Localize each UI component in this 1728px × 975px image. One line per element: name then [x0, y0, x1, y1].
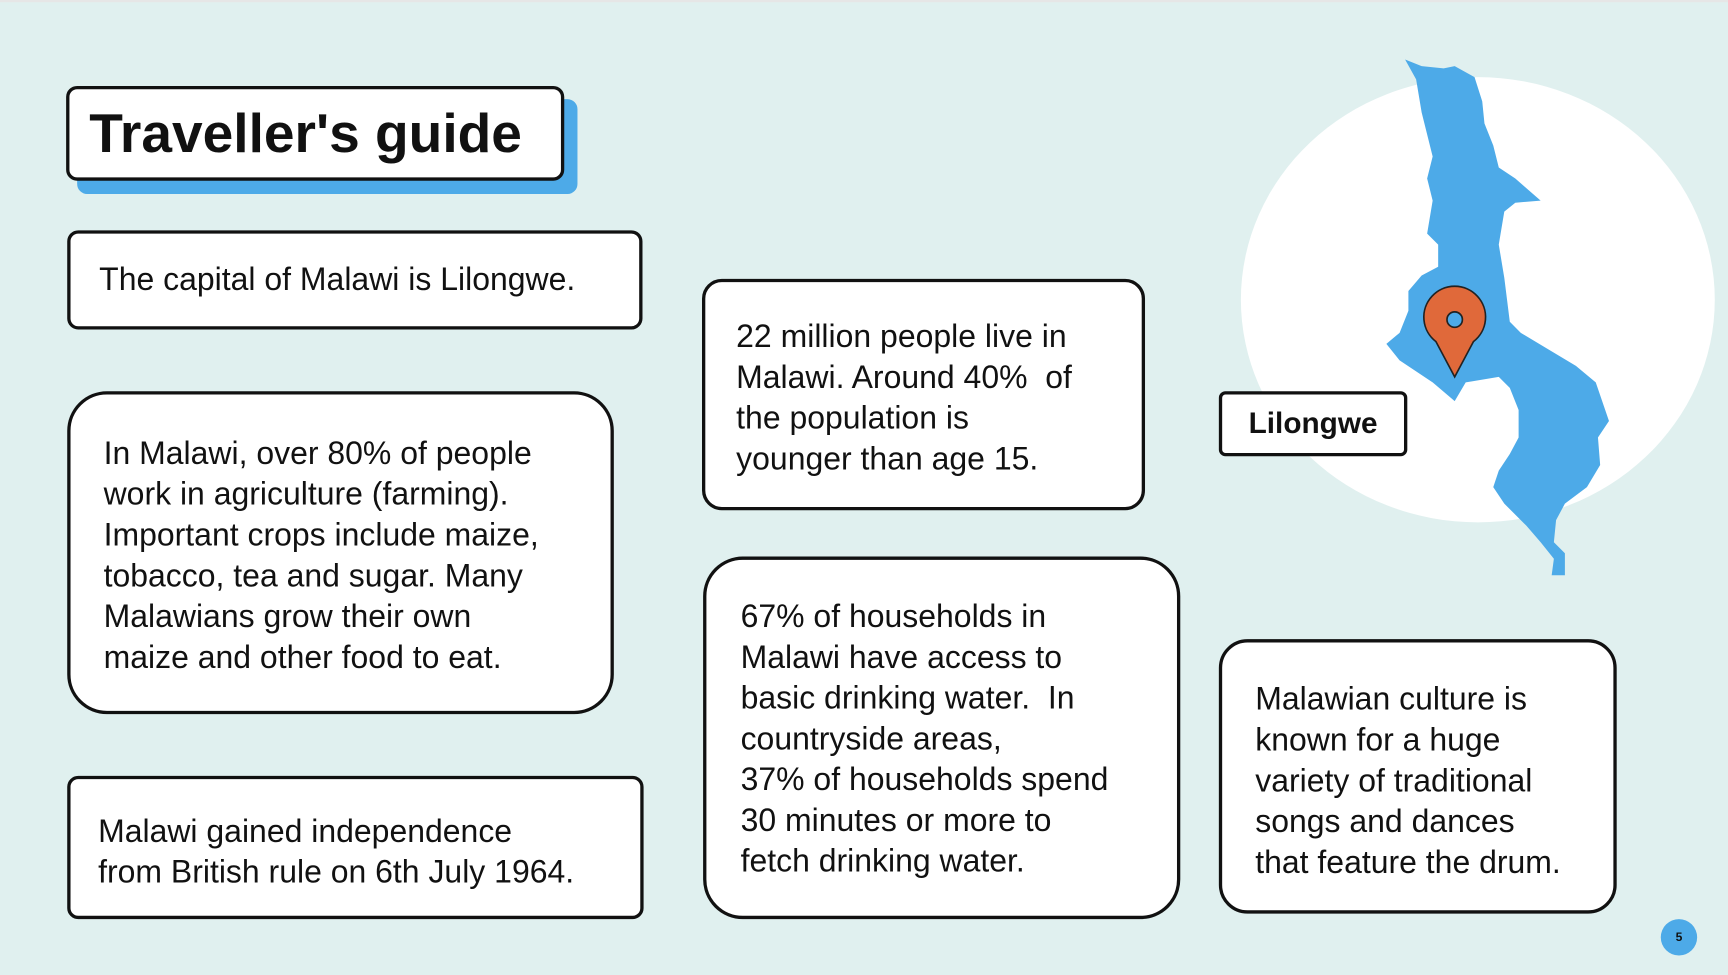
fact-line: work in agriculture (farming).	[103, 477, 509, 513]
fact-agriculture: In Malawi, over 80% of people work in ag…	[67, 391, 614, 715]
fact-line: known for a huge	[1255, 722, 1501, 759]
fact-line: Malawians grow their own	[103, 599, 472, 635]
fact-line: Malawi gained independence	[98, 814, 513, 850]
page-title: Traveller's guide	[66, 85, 565, 181]
fact-line: the population is	[736, 401, 969, 437]
fact-line: younger than age 15.	[736, 441, 1039, 478]
malawi-country-shape	[1386, 59, 1609, 576]
fact-line: Important crops include maize,	[103, 517, 539, 554]
fact-line: from British rule on 6th July 1964.	[98, 855, 575, 891]
fact-line: 37% of households spend	[740, 762, 1109, 798]
fact-population: 22 million people live in Malawi. Around…	[701, 278, 1146, 511]
fact-line: that feature the drum.	[1255, 845, 1561, 881]
fact-water: 67% of households in Malawi have access …	[703, 556, 1181, 920]
fact-line: 22 million people live in	[736, 319, 1067, 355]
fact-line: variety of traditional	[1255, 763, 1533, 799]
fact-capital: The capital of Malawi is Lilongwe.	[67, 230, 643, 330]
fact-line: 67% of households in	[740, 599, 1047, 635]
fact-line: basic drinking water. In	[740, 681, 1075, 717]
page-number: 5	[1660, 919, 1698, 956]
fact-line: songs and dances	[1255, 804, 1515, 840]
fact-line: countryside areas,	[740, 721, 1002, 758]
fact-culture: Malawian culture is known for a huge var…	[1218, 639, 1617, 914]
capital-map-label: Lilongwe	[1218, 391, 1408, 457]
fact-line: Malawi. Around 40% of	[736, 360, 1072, 396]
fact-line: fetch drinking water.	[740, 844, 1025, 880]
fact-line: In Malawi, over 80% of people	[103, 436, 532, 472]
fact-line: 30 minutes or more to	[740, 803, 1052, 839]
fact-line: tobacco, tea and sugar. Many	[103, 558, 523, 594]
fact-line: Malawian culture is	[1255, 682, 1527, 718]
fact-line: Malawi have access to	[740, 640, 1063, 676]
map-pin-icon	[1423, 285, 1487, 379]
fact-line: maize and other food to eat.	[103, 640, 502, 676]
fact-independence: Malawi gained independence from British …	[67, 775, 644, 920]
